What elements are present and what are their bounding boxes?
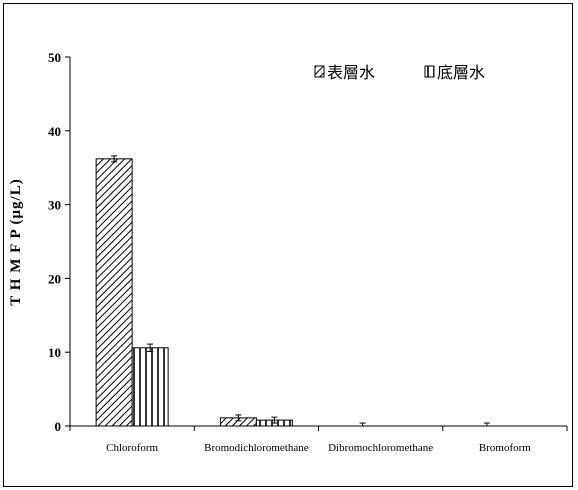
bar-bottom <box>131 347 169 427</box>
y-tick-label: 0 <box>55 419 62 434</box>
legend-swatch <box>314 65 325 78</box>
x-category-label: Chloroform <box>106 442 158 454</box>
x-category-label: Bromoform <box>479 442 531 454</box>
y-tick-label: 50 <box>48 50 61 65</box>
y-axis-label: T H M F P (μg/L) <box>8 178 24 305</box>
bars <box>95 155 490 427</box>
legend-swatch <box>424 65 435 78</box>
legend-label: 底層水 <box>437 63 485 82</box>
x-category-label: Dibromochloromethane <box>328 442 433 454</box>
y-tick-label: 40 <box>48 124 61 139</box>
y-tick-label: 30 <box>48 198 61 213</box>
y-axis: 0 10 20 30 40 50 <box>48 50 71 434</box>
x-category-label: Bromodichloromethane <box>204 442 309 454</box>
bar-surface <box>95 158 133 427</box>
y-tick-label: 10 <box>48 345 61 360</box>
y-tick-label: 20 <box>48 271 61 286</box>
x-axis: Chloroform Bromodichloromethane Dibromochl… <box>69 425 568 454</box>
legend-label: 表層水 <box>327 63 375 82</box>
legend: 表層水 底層水 <box>314 63 485 82</box>
